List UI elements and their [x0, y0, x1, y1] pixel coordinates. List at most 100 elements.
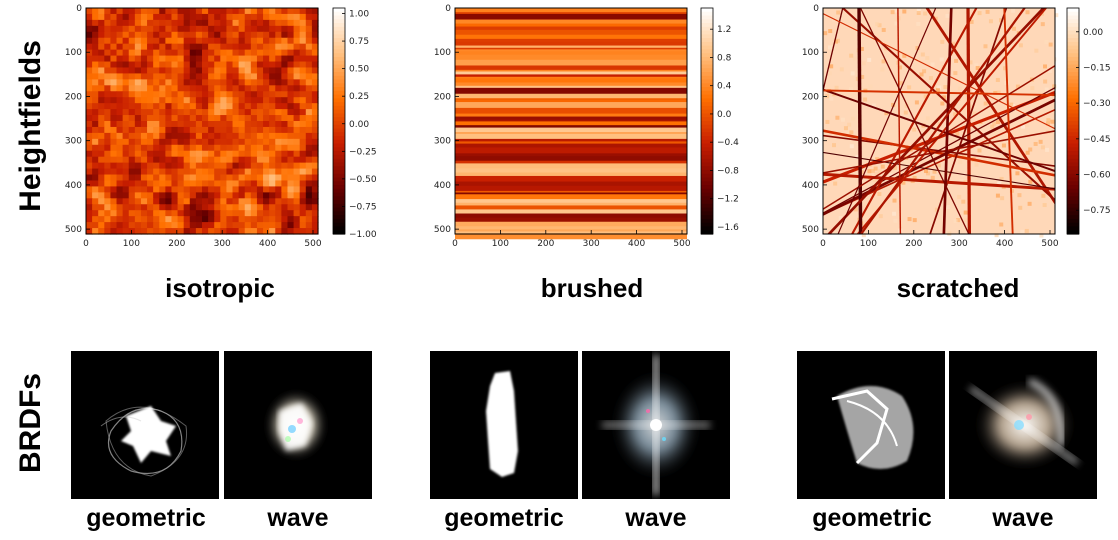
heatmap-cell [86, 192, 93, 199]
heatmap-cell [250, 121, 258, 128]
heatmap-cell [293, 204, 301, 211]
brdf-geometric-brushed [430, 351, 578, 499]
heatmap-cell [195, 168, 203, 176]
x-tick-label: 0 [83, 239, 89, 249]
heatmap-cell [183, 156, 191, 164]
heatmap-speckle [1020, 229, 1025, 234]
colorbar-step [701, 72, 713, 77]
heatmap-cell [165, 192, 173, 199]
heatmap-cell [159, 126, 166, 134]
heatmap-speckle [885, 182, 890, 187]
heatmap-cell [214, 168, 221, 176]
heatmap-cell [110, 150, 118, 158]
heatmap-cell [159, 13, 166, 21]
heatmap-cell [116, 61, 124, 69]
heatmap-cell [281, 216, 289, 223]
heatmap-cell [256, 186, 264, 193]
heatmap-cell [202, 49, 209, 57]
colorbar-step [333, 222, 345, 228]
heatmap-cell [177, 210, 185, 217]
scratch-line [859, 8, 1026, 234]
heatmap-cell [159, 43, 166, 51]
heatmap-cell [250, 97, 258, 104]
heatmap-cell [159, 186, 166, 193]
heatmap-speckle [916, 8, 921, 13]
heatmap-cell [122, 49, 130, 57]
heatmap-cell [189, 156, 197, 164]
heatmap-cell [177, 198, 185, 205]
heatmap-cell [214, 115, 221, 122]
heatmap-speckle [903, 160, 908, 165]
heatmap-speckle [1009, 43, 1014, 48]
heatmap-cell [122, 25, 130, 33]
heatmap-cell [159, 150, 166, 158]
heatmap-cell [98, 85, 105, 92]
heatmap-cell [110, 67, 118, 75]
heatmap-cell [281, 115, 289, 122]
heatmap-cell [98, 73, 105, 80]
heatmap-speckle [954, 58, 959, 63]
heatmap-cell [140, 79, 148, 86]
heatmap-cell [189, 37, 197, 45]
heatmap-cell [250, 138, 258, 146]
heatmap-cell [153, 19, 160, 27]
heatmap-cell [269, 150, 276, 158]
heatmap-cell [147, 85, 154, 92]
heatmap-cell [116, 91, 124, 98]
heatmap-scratched: 0 100 200 300 400 50001002003004005000.00−0.1… [802, 4, 1111, 249]
x-tick-label: 100 [860, 239, 877, 249]
heatmap-cell [122, 103, 130, 110]
colorbar-step [333, 139, 345, 145]
heatmap-cell [263, 138, 270, 146]
x-tick-label: 500 [1041, 239, 1058, 249]
heatmap-cell [299, 91, 307, 98]
heatmap-cell [226, 228, 234, 235]
heatmap-cell [134, 192, 142, 199]
heatmap-cell [214, 85, 221, 92]
colorbar-step [333, 41, 345, 47]
heatmap-cell [226, 186, 234, 193]
heatmap-cell [269, 85, 276, 92]
heatmap-cell [214, 31, 221, 39]
heatmap-cell [183, 85, 191, 92]
heatmap-stripe [455, 194, 687, 200]
heatmap-cell [293, 85, 301, 92]
heatmap-cell [189, 144, 197, 152]
heatmap-cell [165, 49, 173, 57]
heatmap-cell [92, 13, 99, 21]
heatmap-cell [153, 204, 160, 211]
heatmap-cell [311, 138, 319, 146]
heatmap-cell [147, 156, 154, 164]
colorbar-step [701, 154, 713, 160]
heatmap-cell [208, 97, 215, 104]
heatmap-cell [220, 138, 228, 146]
heatmap-cell [275, 13, 282, 21]
heatmap-cell [202, 198, 209, 205]
heatmap-cell [244, 25, 252, 33]
heatmap-cell [281, 174, 289, 182]
colorbar-step [1067, 90, 1079, 96]
heatmap-cell [159, 222, 166, 229]
heatmap-cell [202, 19, 209, 27]
heatmap-cell [281, 49, 289, 57]
heatmap-cell [183, 121, 191, 128]
heatmap-cell [299, 210, 307, 217]
heatmap-cell [147, 174, 154, 182]
heatmap-cell [275, 156, 282, 164]
heatmap-cell [226, 156, 234, 164]
colorbar-step [1067, 34, 1079, 39]
heatmap-cell [177, 73, 185, 80]
heatmap-cell [263, 31, 270, 39]
heatmap-cell [171, 228, 179, 235]
colorbar-step [333, 128, 345, 133]
heatmap-speckle [1044, 87, 1049, 92]
heatmap-cell [104, 97, 112, 104]
heatmap-speckle [945, 13, 950, 18]
colorbar-step [333, 15, 345, 20]
heatmap-cell [226, 43, 234, 51]
heatmap-cell [226, 79, 234, 86]
heatmap-cell [202, 186, 209, 193]
heatmap-cell [244, 198, 252, 205]
heatmap-cell [250, 91, 258, 98]
heatmap-cell [165, 31, 173, 39]
